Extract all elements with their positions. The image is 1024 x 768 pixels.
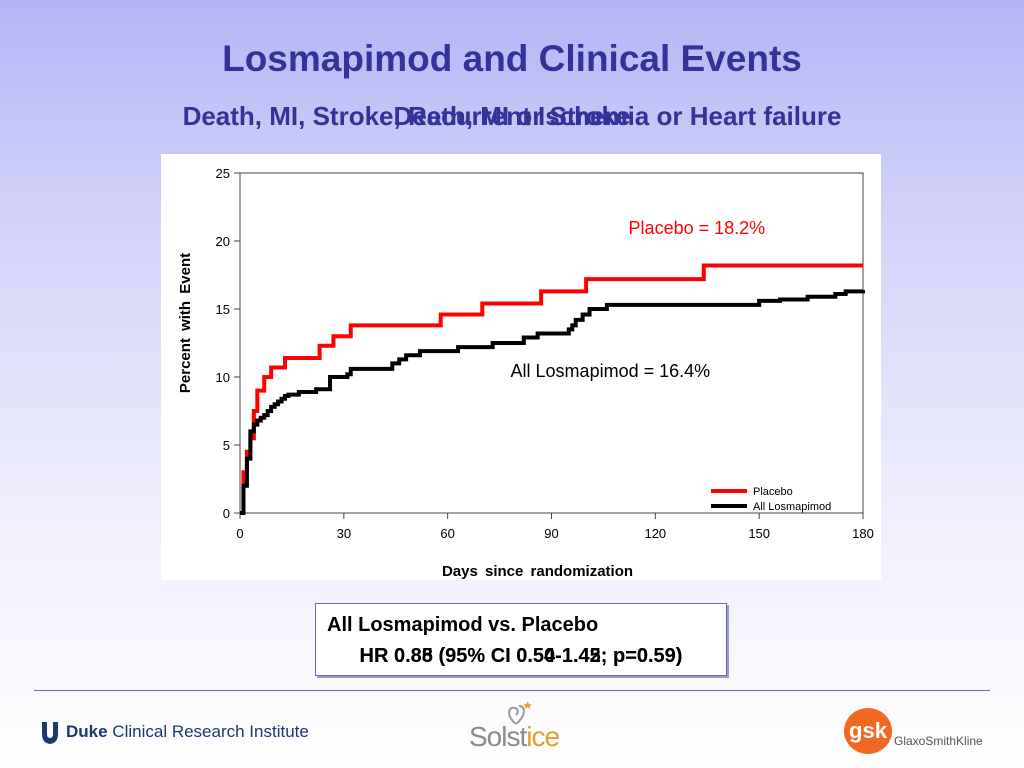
solstice-logo: Solstice	[466, 700, 566, 760]
x-axis-label: Days since randomization	[442, 563, 633, 580]
gsk-circle-icon	[844, 708, 892, 754]
gsk-letters: gsk	[849, 718, 887, 743]
hazard-ratio-box: All Losmapimod vs. Placebo HR 0.85 (95% …	[315, 603, 727, 676]
slide-title: Losmapimod and Clinical Events	[222, 38, 802, 79]
y-tick-label: 25	[216, 166, 230, 181]
y-axis-label: Percent with Event	[177, 253, 194, 393]
slide-subtitle-front: Death, MI or Stroke	[393, 101, 631, 131]
y-tick-label: 0	[223, 506, 230, 521]
solstice-wordmark: Solstice	[469, 721, 560, 752]
footer-divider	[34, 690, 990, 691]
y-tick-label: 5	[223, 438, 230, 453]
y-tick-label: 20	[216, 234, 230, 249]
slide-subtitle-back: Death, MI, Stroke, Recurrent Ischemia or…	[182, 101, 842, 131]
x-tick-label: 180	[852, 526, 874, 541]
legend-label-placebo: Placebo	[753, 486, 793, 498]
annotation-all-losmapimod: All Losmapimod = 16.4%	[511, 361, 711, 381]
hr-result-b: HR 0.88 (95% CI 0.54-1.42; p=0.59)	[359, 645, 683, 667]
km-chart: 0 5 10 15 20 25 0 30 60 90 120 150 180 Days since ran…	[177, 166, 874, 580]
hr-result-a: HR 0.85 (95% CI 0.50-1.45; p=0.59)	[359, 645, 683, 667]
duke-text: Duke Clinical Research Institute	[66, 722, 309, 741]
y-tick-label: 10	[216, 370, 230, 385]
solstice-heart-icon	[508, 701, 532, 725]
x-tick-label: 150	[748, 526, 770, 541]
gsk-logo: gsk GlaxoSmithKline	[838, 700, 988, 760]
x-tick-label: 0	[236, 526, 243, 541]
legend-label-all-losmapimod: All Losmapimod	[753, 501, 831, 513]
x-tick-label: 30	[337, 526, 351, 541]
x-tick-label: 90	[544, 526, 558, 541]
x-tick-label: 60	[440, 526, 454, 541]
gsk-name: GlaxoSmithKline	[894, 734, 983, 748]
duke-shield-icon	[42, 722, 58, 744]
x-tick-label: 120	[644, 526, 666, 541]
series-line-all-losmapimod	[240, 289, 865, 515]
hr-comparison-label: All Losmapimod vs. Placebo	[327, 614, 599, 636]
y-tick-label: 15	[216, 302, 230, 317]
annotation-placebo: Placebo = 18.2%	[629, 218, 766, 238]
km-chart-panel: 0 5 10 15 20 25 0 30 60 90 120 150 180 Days since ran…	[161, 154, 881, 580]
